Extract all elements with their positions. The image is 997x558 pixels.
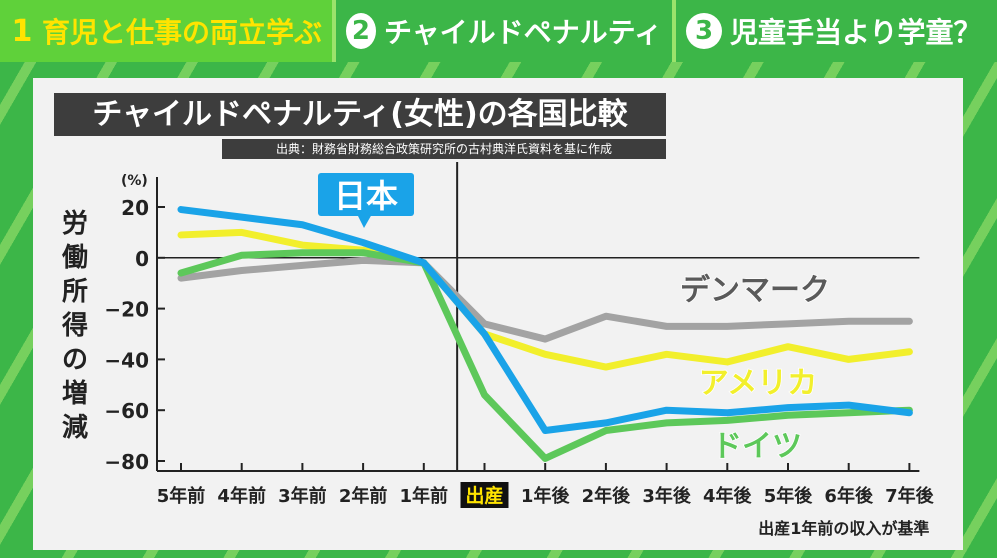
y-axis-label-char: の [62, 345, 88, 375]
tab-label: チャイルドペナルティ [383, 16, 662, 49]
series-line-germany [177, 249, 913, 462]
x-tick-label: 5年後 [764, 485, 814, 507]
birth-label-box [460, 482, 509, 508]
x-tick-label: 4年前 [217, 485, 266, 507]
tab-topic-3[interactable]: 3 児童手当より学童？ [672, 0, 997, 62]
y-tick-label: −40 [104, 348, 149, 372]
x-tick-label: 7年後 [885, 485, 935, 507]
x-tick-label: 2年前 [339, 485, 388, 507]
chart-lines [177, 206, 913, 462]
series-line-denmark [177, 256, 913, 343]
y-tick-label: −80 [104, 450, 149, 474]
tab-number: 3 [686, 13, 722, 49]
x-tick-label: 3年前 [278, 485, 327, 507]
x-tick-label: 1年前 [400, 485, 449, 507]
x-tick-label: 5年前 [157, 485, 206, 507]
y-axis-label-char: 働 [61, 243, 88, 273]
tab-label: 児童手当より学童？ [730, 16, 982, 49]
series-label-usa: アメリカ [699, 366, 818, 401]
series-line-japan [177, 206, 913, 435]
y-tick-label: 0 [135, 247, 149, 271]
series-label-germany: ドイツ [712, 429, 802, 464]
japan-callout-box [318, 173, 414, 216]
japan-callout-pointer [357, 214, 372, 228]
tab-topic-2[interactable]: 2 チャイルドペナルティ [332, 0, 672, 62]
x-tick-label: 1年後 [521, 485, 571, 507]
tab-topic-1[interactable]: 1 育児と仕事の両立学ぶ [0, 0, 332, 62]
topic-tabs: 1 育児と仕事の両立学ぶ 2 チャイルドペナルティ 3 児童手当より学童？ [0, 0, 997, 62]
tab-label: 育児と仕事の両立学ぶ [41, 16, 322, 49]
series-label-denmark: デンマーク [680, 273, 830, 308]
x-tick-label: 3年後 [642, 485, 692, 507]
y-tick-label: 20 [121, 196, 149, 220]
y-tick-label: −60 [104, 399, 149, 423]
y-axis-label-char: 減 [62, 413, 88, 443]
chart-source: 出典：財務省財務総合政策研究所の古村典洋氏資料を基に作成 [222, 139, 666, 159]
tab-number: 1 [11, 13, 33, 49]
chart-axes [156, 162, 920, 472]
series-line-usa [177, 228, 913, 371]
y-axis-label-char: 労 [62, 209, 88, 239]
y-axis-label-char: 所 [62, 277, 88, 307]
y-axis-label-char: 得 [61, 311, 88, 341]
x-tick-label: 4年後 [703, 485, 753, 507]
tab-number: 2 [346, 13, 376, 49]
y-axis-label-char: 増 [62, 379, 88, 409]
series-label-japan: 日本 [334, 177, 398, 215]
x-tick-label: 6年後 [824, 485, 874, 507]
chart-title: チャイルドペナルティ(女性)の各国比較 [54, 93, 666, 136]
y-unit-label: (%) [121, 173, 148, 189]
y-tick-label: −20 [104, 298, 149, 322]
x-tick-label-birth: 出産 [465, 484, 503, 507]
x-axis-footnote: 出産1年前の収入が基準 [758, 519, 929, 538]
x-tick-label: 2年後 [582, 485, 632, 507]
